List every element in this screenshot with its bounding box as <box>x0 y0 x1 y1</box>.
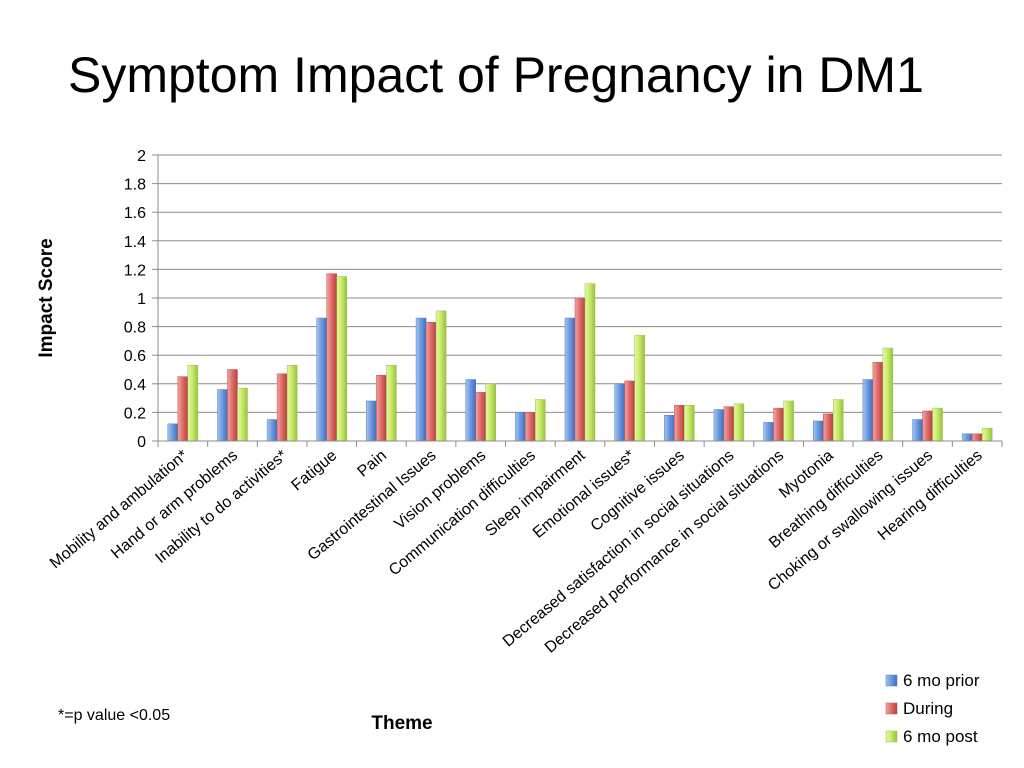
bars <box>167 273 993 442</box>
bar-6-mo-post <box>187 364 199 442</box>
bar-6-mo-post <box>336 276 348 442</box>
bar-6-mo-prior <box>812 420 824 442</box>
y-tick-label: 0 <box>137 434 146 451</box>
bar-6-mo-prior <box>564 317 576 442</box>
legend: 6 mo prior During 6 mo post <box>885 671 980 746</box>
bar-6-mo-post <box>981 427 993 442</box>
bar-6-mo-prior <box>465 379 476 442</box>
bar-during <box>425 322 437 442</box>
bar-6-mo-prior <box>664 415 675 442</box>
y-tick-label: 0.4 <box>124 377 146 394</box>
legend-label: 6 mo post <box>903 727 978 746</box>
bar-during <box>922 410 933 442</box>
y-tick-label: 0.8 <box>124 320 146 337</box>
axes <box>157 155 1002 442</box>
bar-during <box>475 392 486 442</box>
bar-6-mo-post <box>733 403 745 442</box>
bar-6-mo-prior <box>167 423 179 442</box>
x-axis-category-labels: Mobility and ambulation*Hand or arm prob… <box>47 441 1003 657</box>
bar-during <box>227 369 238 442</box>
bar-6-mo-prior <box>862 379 874 442</box>
y-tick-label: 1 <box>137 291 146 308</box>
bar-during <box>674 405 685 442</box>
bar-6-mo-post <box>832 399 844 442</box>
bar-6-mo-prior <box>217 389 228 442</box>
bar-6-mo-post <box>435 310 447 442</box>
bar-during <box>525 412 536 442</box>
bar-6-mo-prior <box>266 419 278 442</box>
slide-title: Symptom Impact of Pregnancy in DM1 <box>68 47 924 103</box>
bar-6-mo-prior <box>316 317 328 442</box>
legend-swatch <box>885 730 898 743</box>
bar-6-mo-post <box>535 399 546 442</box>
x-category-label: Pain <box>355 447 390 481</box>
legend-label: 6 mo prior <box>903 671 980 690</box>
y-axis-ticks: 0 0.2 0.4 0.6 0.8 1 1.2 1.4 1.6 1.8 2 <box>124 148 158 451</box>
bar-during <box>773 407 784 442</box>
bar-6-mo-post <box>783 400 794 442</box>
y-tick-label: 1.4 <box>124 234 146 251</box>
bar-6-mo-prior <box>912 419 923 442</box>
legend-swatch <box>885 674 898 687</box>
significance-footnote: *=p value <0.05 <box>58 707 171 724</box>
x-axis-title: Theme <box>371 713 432 734</box>
bar-during <box>872 362 884 442</box>
bar-6-mo-prior <box>763 422 774 442</box>
bar-during <box>822 413 834 442</box>
y-tick-label: 2 <box>137 148 146 165</box>
bar-during <box>971 433 983 442</box>
bar-during <box>376 374 387 442</box>
bar-6-mo-post <box>237 387 248 442</box>
bar-6-mo-post <box>386 364 397 442</box>
bar-6-mo-prior <box>614 383 625 442</box>
bar-during <box>276 373 288 442</box>
x-category-label: Fatigue <box>289 447 341 494</box>
bar-during <box>326 273 338 442</box>
bar-during <box>177 376 189 442</box>
bar-6-mo-prior <box>713 409 725 442</box>
bar-6-mo-prior <box>961 433 973 442</box>
bar-during <box>723 406 735 442</box>
bar-6-mo-post <box>684 405 695 442</box>
y-tick-label: 1.2 <box>124 262 146 279</box>
bar-6-mo-prior <box>515 412 526 442</box>
bar-during <box>574 297 586 442</box>
bar-6-mo-post <box>584 283 596 442</box>
y-tick-label: 1.6 <box>124 205 146 222</box>
legend-label: During <box>903 699 953 718</box>
bar-during <box>624 380 635 442</box>
legend-swatch <box>885 702 898 715</box>
bar-6-mo-prior <box>415 317 427 442</box>
bar-6-mo-post <box>286 364 298 442</box>
bar-6-mo-prior <box>366 400 377 442</box>
y-tick-label: 0.6 <box>124 348 146 365</box>
bar-6-mo-post <box>882 347 894 442</box>
bar-6-mo-post <box>932 407 943 442</box>
y-tick-label: 1.8 <box>124 177 146 194</box>
bar-6-mo-post <box>634 334 645 442</box>
bar-6-mo-post <box>485 383 496 442</box>
y-axis-title: Impact Score <box>36 238 57 357</box>
y-tick-label: 0.2 <box>124 405 146 422</box>
x-category-label: Decreased satisfaction in social situati… <box>500 447 738 650</box>
